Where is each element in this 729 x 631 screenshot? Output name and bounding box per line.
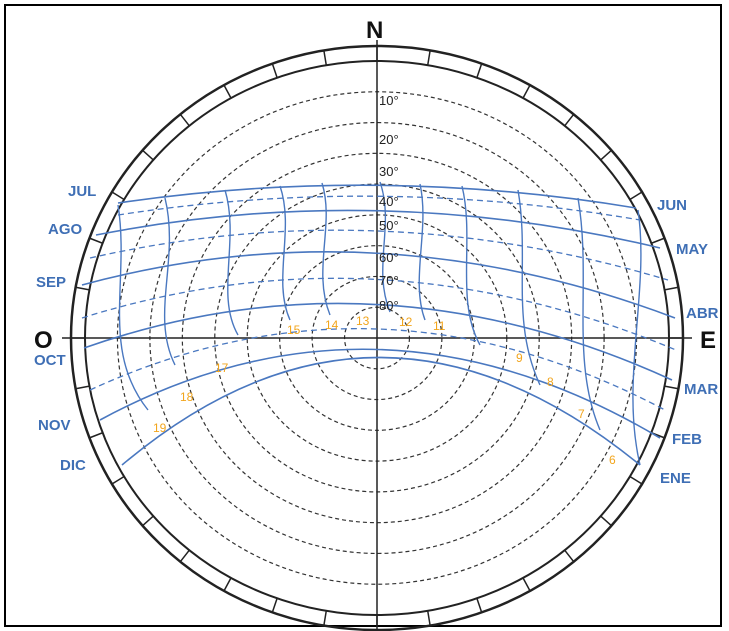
- hour-label: 18: [180, 390, 194, 404]
- azimuth-tick: [142, 515, 154, 527]
- hour-line-12: [379, 181, 391, 313]
- month-label: NOV: [38, 417, 71, 434]
- hour-label: 9: [516, 351, 523, 365]
- hour-line-7: [577, 197, 601, 431]
- hour-label: 7: [578, 407, 585, 421]
- hour-label: 13: [356, 314, 370, 328]
- azimuth-tick: [89, 432, 103, 439]
- azimuth-tick: [564, 113, 575, 127]
- azimuth-tick: [629, 475, 643, 485]
- path-jun-jul: [117, 184, 637, 209]
- azimuth-tick: [476, 598, 483, 613]
- azimuth-tick: [476, 63, 483, 78]
- path-dash-3: [81, 277, 677, 351]
- hour-label: 11: [433, 319, 446, 333]
- hour-label: 15: [287, 323, 301, 337]
- altitude-label: 20°: [379, 132, 399, 147]
- altitude-label: 70°: [379, 273, 399, 288]
- azimuth-tick: [223, 577, 232, 592]
- hour-line-18: [117, 204, 149, 411]
- azimuth-tick: [323, 50, 328, 66]
- azimuth-tick: [426, 610, 431, 626]
- path-dash-2: [89, 229, 669, 281]
- azimuth-tick: [179, 549, 190, 563]
- azimuth-tick: [75, 385, 90, 390]
- north-label: N: [366, 17, 383, 44]
- month-label: FEB: [672, 431, 702, 448]
- azimuth-tick: [89, 237, 103, 244]
- hour-label: 6: [609, 453, 616, 467]
- hour-line-8: [517, 189, 541, 386]
- hour-line-9: [461, 185, 481, 346]
- month-label: DIC: [60, 457, 86, 474]
- path-ene-dic: [121, 356, 641, 466]
- azimuth-tick: [522, 84, 531, 99]
- azimuth-tick: [651, 237, 665, 244]
- hour-line-15: [224, 189, 239, 336]
- month-label: ABR: [686, 305, 719, 322]
- path-dash-1: [117, 195, 641, 221]
- month-label: MAR: [684, 381, 718, 398]
- altitude-label: 40°: [379, 194, 399, 209]
- azimuth-tick: [664, 286, 679, 291]
- hour-line-11: [418, 183, 426, 321]
- azimuth-tick: [426, 50, 431, 66]
- hour-line-13: [321, 182, 331, 316]
- month-labels: JUL AGO SEP OCT NOV DIC JUN MAY ABR MAR FEB ENE: [34, 183, 719, 487]
- east-label: E: [700, 327, 716, 354]
- west-label: O: [34, 327, 53, 354]
- month-label: AGO: [48, 221, 83, 238]
- altitude-label: 60°: [379, 250, 399, 265]
- month-label: SEP: [36, 274, 66, 291]
- azimuth-tick: [323, 610, 328, 626]
- hour-line-6: [632, 209, 642, 466]
- altitude-label: 80°: [379, 298, 399, 313]
- altitude-label: 10°: [379, 93, 399, 108]
- month-label: JUL: [68, 183, 96, 200]
- azimuth-tick: [111, 475, 125, 485]
- azimuth-tick: [179, 113, 190, 127]
- month-label: JUN: [657, 197, 687, 214]
- hour-label: 8: [547, 375, 554, 389]
- altitude-label: 50°: [379, 218, 399, 233]
- hour-lines: [117, 181, 642, 466]
- altitude-labels: 10° 20° 30° 40° 50° 60° 70° 80°: [379, 93, 399, 313]
- hour-label: 14: [325, 318, 339, 332]
- azimuth-tick: [564, 549, 575, 563]
- azimuth-tick: [271, 598, 278, 613]
- path-may-ago: [95, 209, 661, 249]
- month-label: MAY: [676, 241, 708, 258]
- hour-line-17: [164, 197, 176, 366]
- altitude-label: 30°: [379, 164, 399, 179]
- path-mar-oct: [83, 302, 673, 381]
- azimuth-tick: [664, 385, 679, 390]
- sun-paths: [81, 184, 676, 466]
- azimuth-tick: [223, 84, 232, 99]
- azimuth-tick: [600, 149, 612, 161]
- hour-label: 19: [153, 421, 167, 435]
- month-label: ENE: [660, 470, 691, 487]
- path-feb-nov: [99, 348, 661, 439]
- hour-label: 17: [215, 361, 229, 375]
- sun-paths-dashed: [81, 195, 677, 411]
- azimuth-tick: [522, 577, 531, 592]
- path-abr-sep: [81, 251, 676, 319]
- hour-line-14: [279, 185, 291, 321]
- azimuth-tick: [142, 149, 154, 161]
- azimuth-tick: [111, 191, 125, 201]
- hour-labels: 6 7 8 9 11 12 13 14 15 17 18 19: [153, 314, 616, 467]
- azimuth-tick: [75, 286, 90, 291]
- month-label: OCT: [34, 352, 66, 369]
- azimuth-tick: [629, 191, 643, 201]
- azimuth-tick: [271, 63, 278, 78]
- azimuth-tick: [600, 515, 612, 527]
- hour-label: 12: [399, 315, 413, 329]
- azimuth-ticks: [71, 46, 683, 630]
